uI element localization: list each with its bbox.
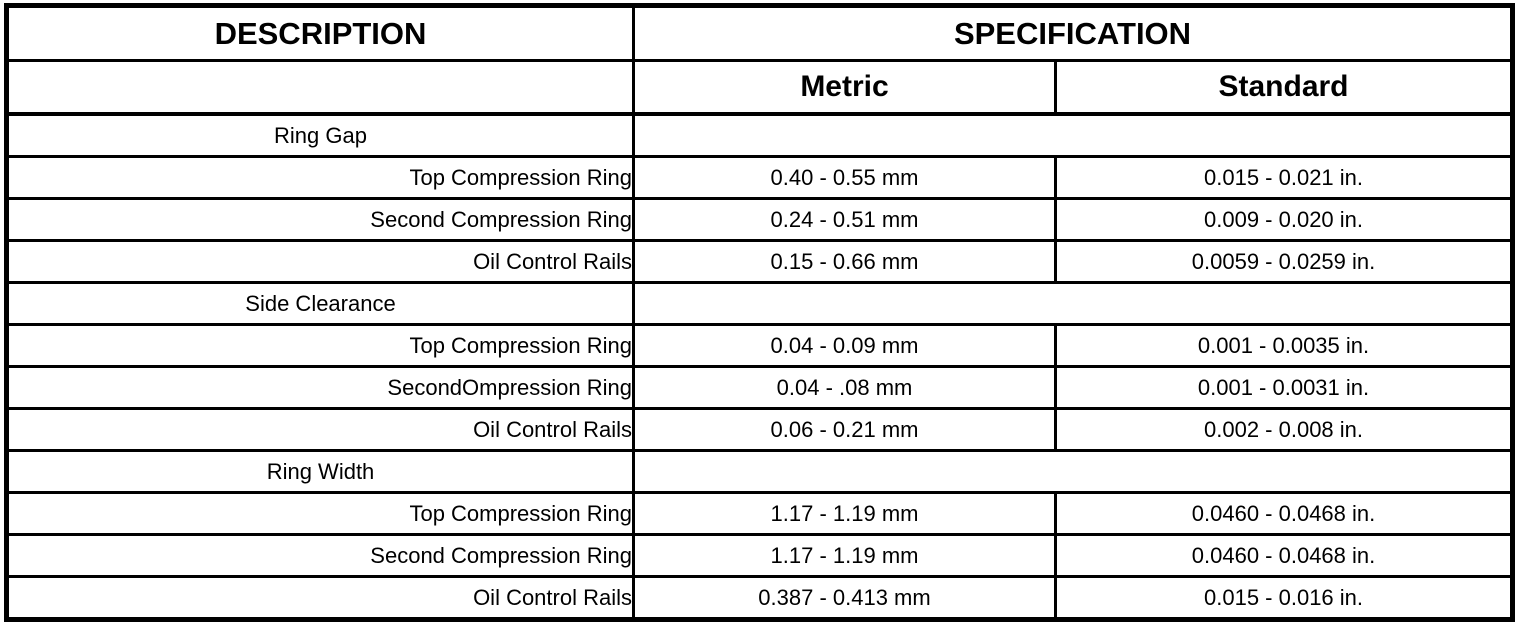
metric-value: 1.17 - 1.19 mm bbox=[632, 533, 1057, 578]
standard-value: 0.015 - 0.021 in. bbox=[1053, 155, 1515, 200]
table-row: Top Compression Ring 0.40 - 0.55 mm 0.01… bbox=[5, 155, 1515, 200]
standard-value: 0.001 - 0.0035 in. bbox=[1053, 323, 1515, 368]
description-subheader-empty-cell bbox=[5, 59, 635, 116]
standard-value: 0.015 - 0.016 in. bbox=[1053, 575, 1515, 621]
row-label: Top Compression Ring bbox=[5, 323, 635, 368]
row-label: Oil Control Rails bbox=[5, 407, 635, 452]
metric-value: 0.06 - 0.21 mm bbox=[632, 407, 1057, 452]
group-header-row-ring-gap: Ring Gap bbox=[5, 112, 1515, 158]
row-label: Oil Control Rails bbox=[5, 575, 635, 621]
standard-value: 0.001 - 0.0031 in. bbox=[1053, 365, 1515, 410]
metric-value: 0.04 - 0.09 mm bbox=[632, 323, 1057, 368]
table-header-row: DESCRIPTION SPECIFICATION bbox=[5, 4, 1515, 62]
table-row: Oil Control Rails 0.15 - 0.66 mm 0.0059 … bbox=[5, 239, 1515, 284]
metric-value: 0.40 - 0.55 mm bbox=[632, 155, 1057, 200]
group-spec-empty-cell bbox=[631, 281, 1515, 326]
row-label: Second Compression Ring bbox=[5, 197, 635, 242]
group-spec-empty-cell bbox=[631, 112, 1515, 158]
group-label: Side Clearance bbox=[5, 281, 635, 326]
standard-value: 0.0059 - 0.0259 in. bbox=[1053, 239, 1515, 284]
table-row: Second Compression Ring 0.24 - 0.51 mm 0… bbox=[5, 197, 1515, 242]
group-header-row-ring-width: Ring Width bbox=[5, 449, 1515, 494]
table-row: Oil Control Rails 0.387 - 0.413 mm 0.015… bbox=[5, 575, 1515, 621]
row-label: Oil Control Rails bbox=[5, 239, 635, 284]
table-row: Top Compression Ring 0.04 - 0.09 mm 0.00… bbox=[5, 323, 1515, 368]
group-spec-empty-cell bbox=[631, 449, 1515, 494]
metric-value: 1.17 - 1.19 mm bbox=[632, 491, 1057, 536]
table-row: Oil Control Rails 0.06 - 0.21 mm 0.002 -… bbox=[5, 407, 1515, 452]
group-label: Ring Gap bbox=[5, 112, 635, 158]
table-row: SecondOmpression Ring 0.04 - .08 mm 0.00… bbox=[5, 365, 1515, 410]
piston-ring-specification-table: DESCRIPTION SPECIFICATION Metric Standar… bbox=[4, 3, 1516, 622]
standard-value: 0.0460 - 0.0468 in. bbox=[1053, 491, 1515, 536]
standard-value: 0.009 - 0.020 in. bbox=[1053, 197, 1515, 242]
standard-value: 0.002 - 0.008 in. bbox=[1053, 407, 1515, 452]
specification-column-header: SPECIFICATION bbox=[631, 4, 1515, 62]
group-label: Ring Width bbox=[5, 449, 635, 494]
table-row: Top Compression Ring 1.17 - 1.19 mm 0.04… bbox=[5, 491, 1515, 536]
metric-value: 0.15 - 0.66 mm bbox=[632, 239, 1057, 284]
description-column-header: DESCRIPTION bbox=[5, 4, 635, 62]
table-row: Second Compression Ring 1.17 - 1.19 mm 0… bbox=[5, 533, 1515, 578]
metric-value: 0.387 - 0.413 mm bbox=[632, 575, 1057, 621]
standard-column-header: Standard bbox=[1053, 59, 1515, 116]
row-label: SecondOmpression Ring bbox=[5, 365, 635, 410]
row-label: Top Compression Ring bbox=[5, 491, 635, 536]
metric-value: 0.04 - .08 mm bbox=[632, 365, 1057, 410]
group-header-row-side-clearance: Side Clearance bbox=[5, 281, 1515, 326]
standard-value: 0.0460 - 0.0468 in. bbox=[1053, 533, 1515, 578]
row-label: Second Compression Ring bbox=[5, 533, 635, 578]
metric-column-header: Metric bbox=[632, 59, 1057, 116]
row-label: Top Compression Ring bbox=[5, 155, 635, 200]
metric-value: 0.24 - 0.51 mm bbox=[632, 197, 1057, 242]
table-subheader-row: Metric Standard bbox=[5, 59, 1515, 116]
